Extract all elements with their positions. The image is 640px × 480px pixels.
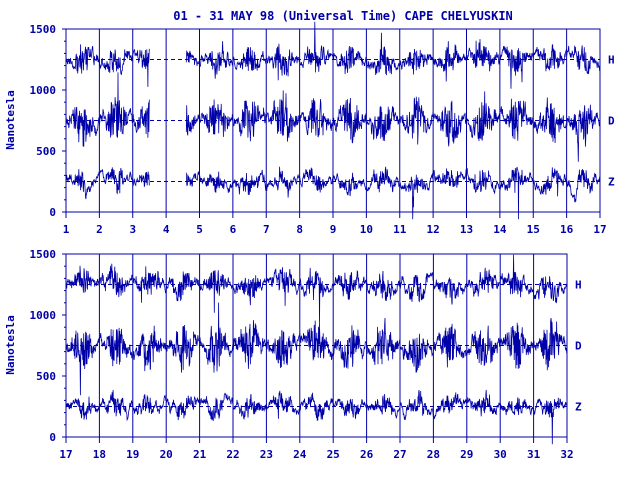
x-tick-label: 17 (59, 448, 72, 461)
y-tick-label: 1000 (30, 309, 57, 322)
x-tick-label: 23 (260, 448, 273, 461)
y-tick-label: 1500 (30, 23, 57, 36)
chart-title: 01 - 31 MAY 98 (Universal Time) CAPE CHE… (173, 9, 513, 23)
x-tick-label: 2 (96, 223, 103, 236)
x-tick-label: 20 (160, 448, 173, 461)
x-tick-label: 16 (560, 223, 574, 236)
x-tick-label: 11 (393, 223, 407, 236)
y-tick-label: 0 (49, 431, 56, 444)
x-tick-label: 31 (527, 448, 541, 461)
series-label-h: H (608, 54, 615, 67)
x-tick-label: 4 (163, 223, 170, 236)
x-tick-label: 6 (230, 223, 237, 236)
series-label-d: D (608, 115, 615, 128)
x-tick-label: 28 (427, 448, 440, 461)
panel-top: 1 2 3 4 5 6 7 8 9 10 11 12 13 14 15 16 17050010001500Nan… (4, 21, 615, 236)
x-tick-label: 5 (196, 223, 203, 236)
x-tick-label: 22 (226, 448, 239, 461)
series-line-h (65, 21, 601, 89)
series-label-h: H (575, 279, 582, 292)
x-tick-label: 12 (427, 223, 440, 236)
x-tick-label: 15 (527, 223, 540, 236)
y-axis-label: Nanotesla (4, 315, 17, 375)
series-line-z (65, 389, 568, 445)
x-tick-label: 7 (263, 223, 270, 236)
y-tick-label: 500 (36, 145, 56, 158)
series-line-h (65, 254, 568, 326)
series-label-z: Z (575, 401, 582, 414)
x-tick-label: 30 (494, 448, 507, 461)
x-tick-label: 8 (296, 223, 303, 236)
x-tick-label: 32 (560, 448, 573, 461)
series-label-d: D (575, 340, 582, 353)
x-tick-label: 13 (460, 223, 473, 236)
x-tick-label: 26 (360, 448, 374, 461)
series-line-z (65, 166, 601, 220)
x-tick-label: 14 (493, 223, 507, 236)
x-tick-label: 1 (63, 223, 70, 236)
x-tick-label: 29 (460, 448, 473, 461)
x-tick-label: 10 (360, 223, 373, 236)
x-tick-label: 3 (129, 223, 136, 236)
y-tick-label: 1500 (30, 248, 57, 261)
y-tick-label: 0 (49, 206, 56, 219)
series-label-z: Z (608, 176, 615, 189)
series-line-d (65, 72, 601, 162)
x-tick-label: 21 (193, 448, 207, 461)
series-line-d (65, 302, 568, 396)
x-tick-label: 27 (393, 448, 406, 461)
x-tick-label: 24 (293, 448, 307, 461)
x-tick-label: 17 (593, 223, 606, 236)
y-axis-label: Nanotesla (4, 90, 17, 150)
x-tick-label: 9 (330, 223, 337, 236)
x-tick-label: 25 (327, 448, 340, 461)
x-tick-label: 18 (93, 448, 106, 461)
y-tick-label: 1000 (30, 84, 57, 97)
panel-bottom: 17 18 19 20 21 22 23 24 25 26 27 28 29 30 31 32 0 500 1000… (4, 248, 582, 461)
y-tick-label: 500 (36, 370, 56, 383)
x-tick-label: 19 (126, 448, 139, 461)
